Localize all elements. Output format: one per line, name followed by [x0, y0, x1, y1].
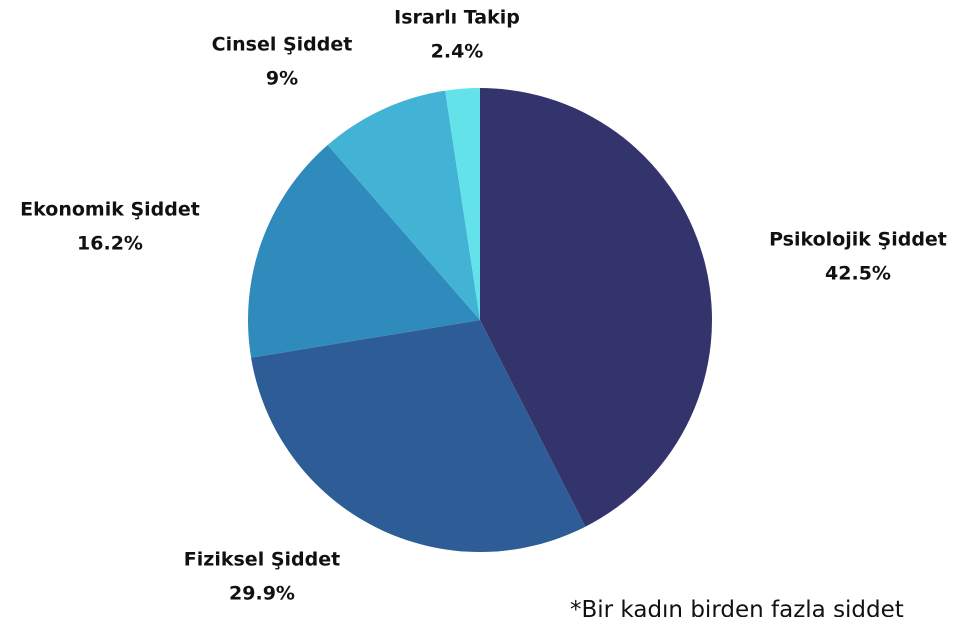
slice-name: Israrlı Takip — [394, 7, 520, 29]
slice-name: Cinsel Şiddet — [212, 34, 353, 56]
slice-name: Ekonomik Şiddet — [20, 199, 200, 221]
slice-value: 16.2% — [77, 233, 143, 255]
slice-name: Psikolojik Şiddet — [769, 229, 947, 251]
pie-slice — [445, 88, 480, 320]
pie-slice — [327, 90, 480, 320]
slice-name: Fiziksel Şiddet — [184, 549, 340, 571]
footnote: *Bir kadın birden fazla şiddet — [570, 597, 904, 617]
pie-slice — [248, 145, 480, 358]
slice-value: 2.4% — [431, 41, 484, 63]
pie-slice — [251, 320, 586, 552]
pie-slice — [480, 88, 713, 527]
slice-value: 42.5% — [825, 263, 891, 285]
slice-value: 9% — [266, 68, 298, 90]
slice-value: 29.9% — [229, 583, 295, 605]
